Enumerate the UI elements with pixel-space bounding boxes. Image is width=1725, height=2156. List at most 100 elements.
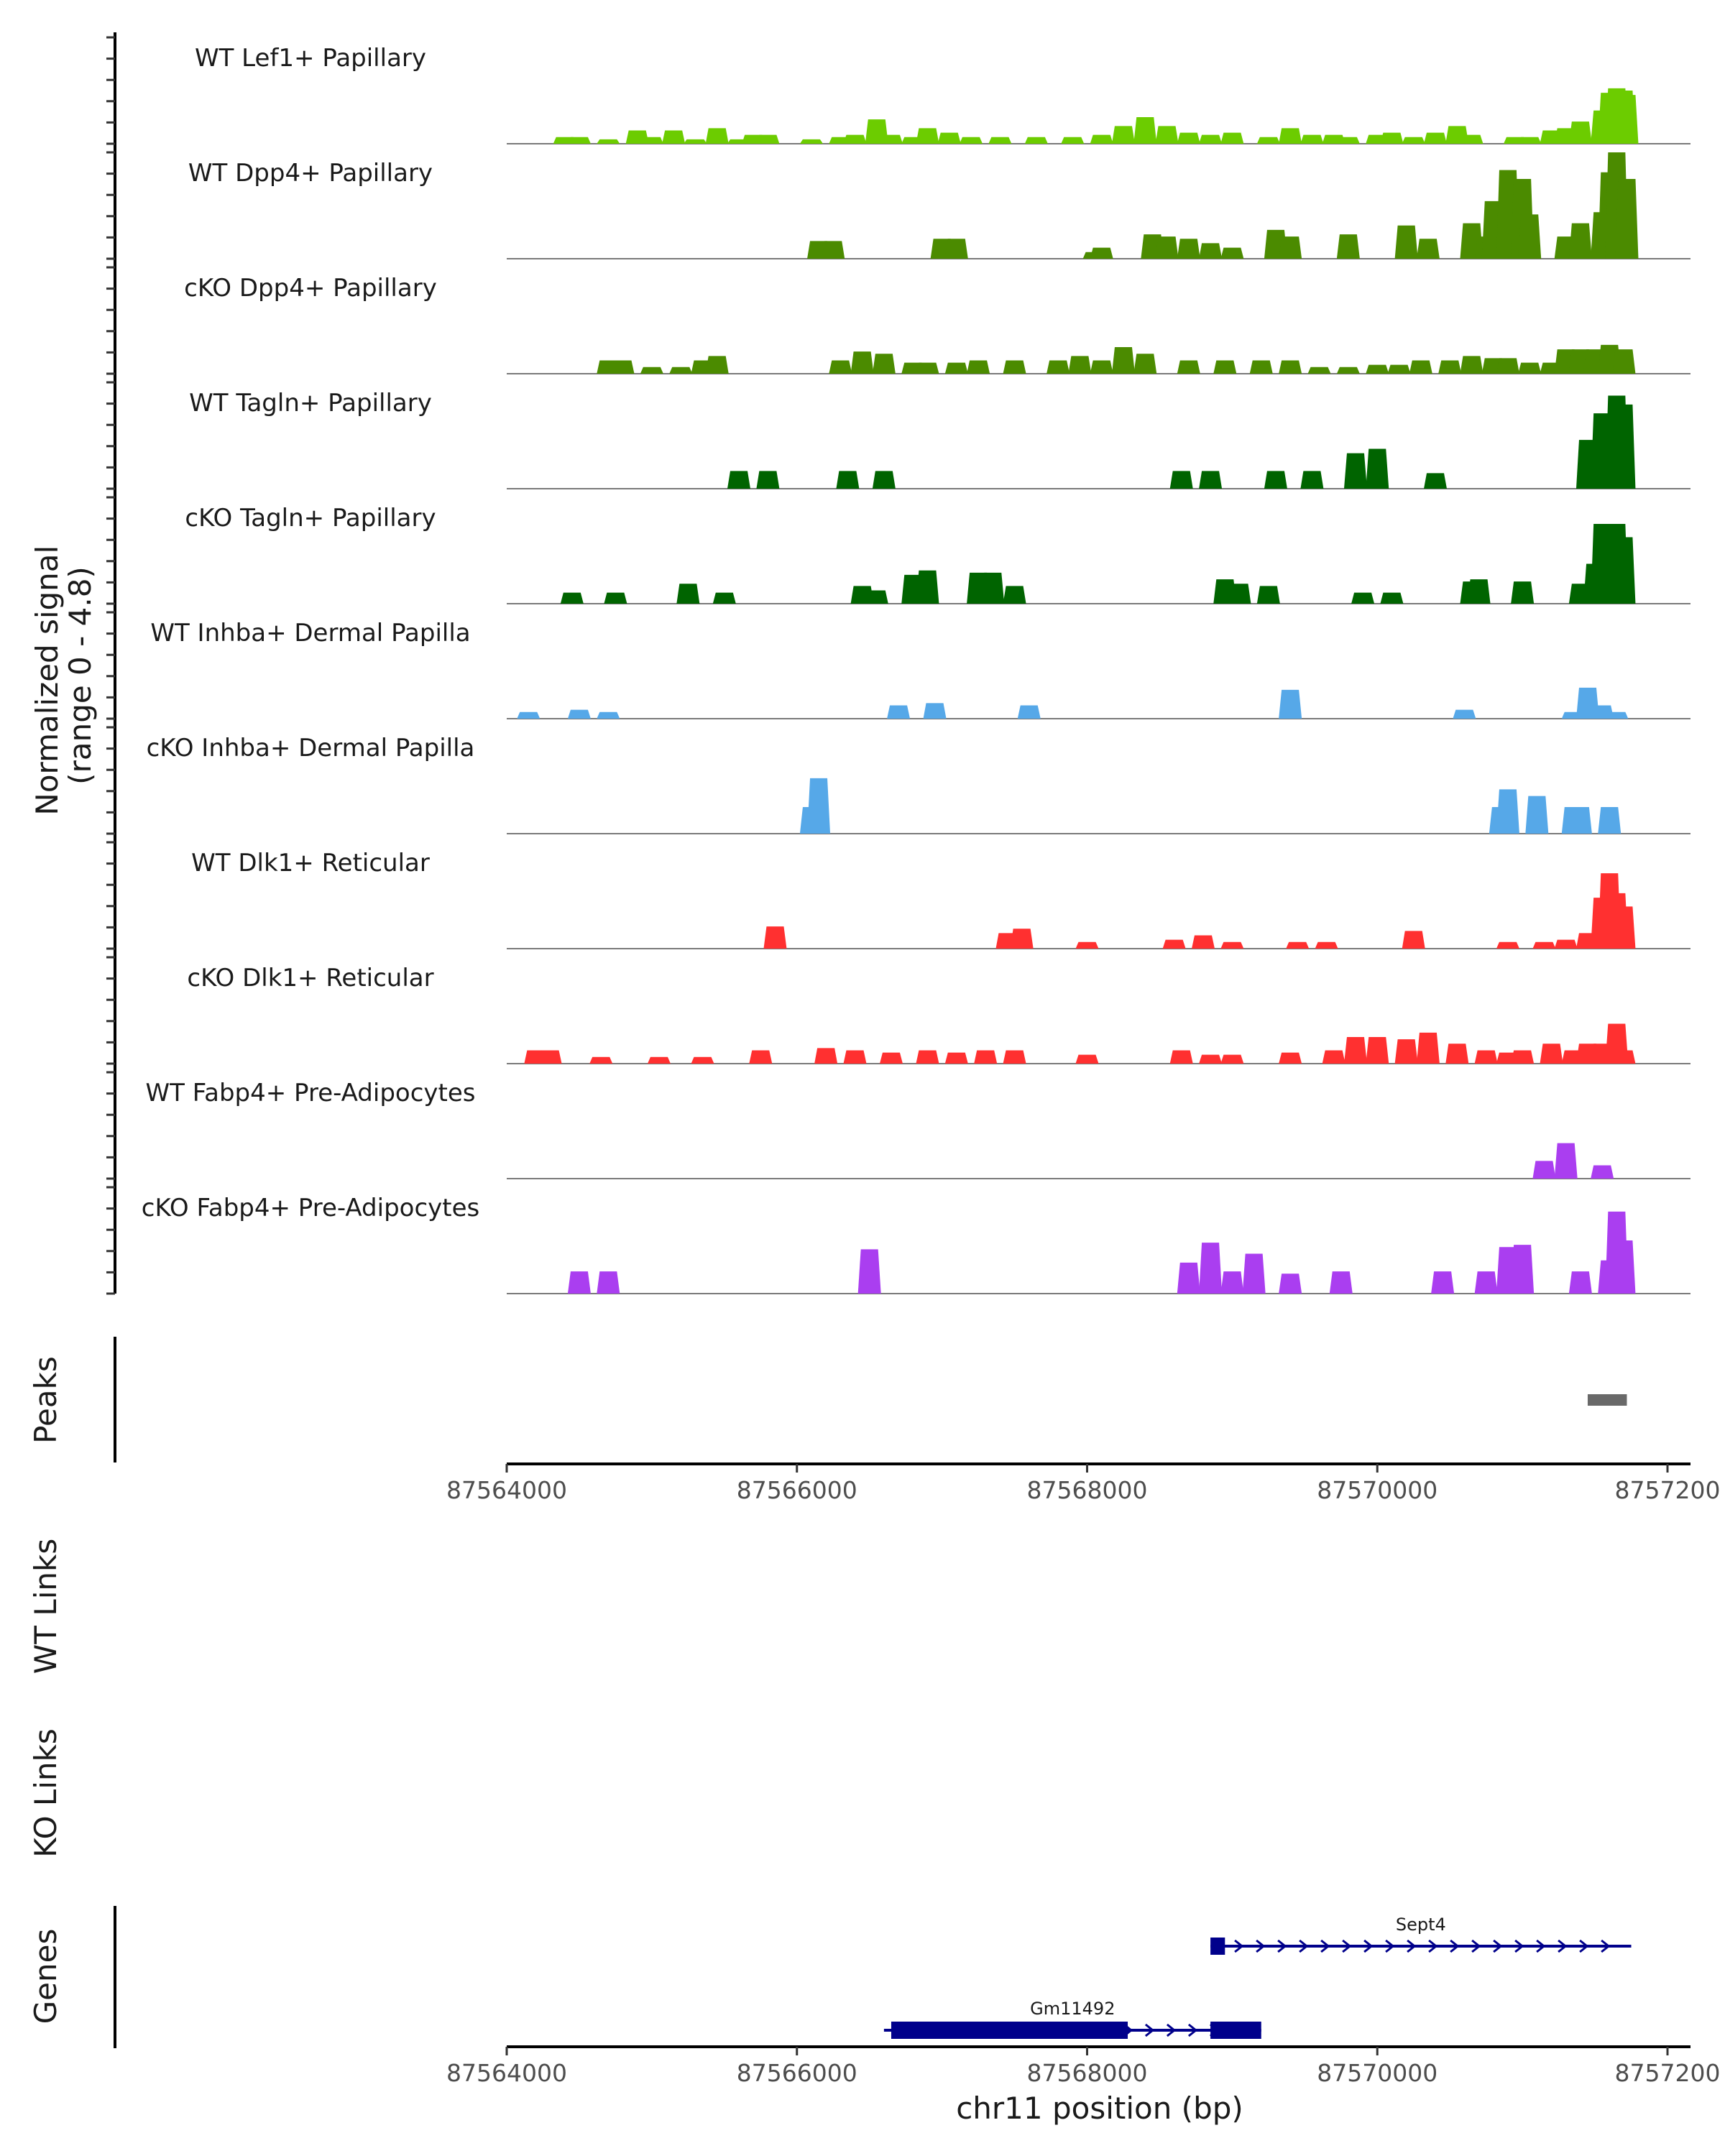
strand-arrow [1558, 1939, 1568, 1953]
track-4: WT Tagln+ Papillary [189, 389, 1690, 489]
strand-arrow [1428, 1939, 1438, 1953]
strand-arrow [1450, 1939, 1460, 1953]
signal-peak [1518, 214, 1542, 259]
signal-peak [1155, 236, 1179, 259]
track-label: WT Inhba+ Dermal Papilla [150, 619, 470, 648]
signal-peak [1061, 137, 1085, 144]
strand-arrow [1299, 1939, 1309, 1953]
links-panel: WT Links KO Links [28, 1539, 63, 1858]
signal-peak [1162, 939, 1186, 949]
signal-peak [960, 137, 983, 144]
track-11: cKO Fabp4+ Pre-Adipocytes [142, 1194, 1690, 1294]
signal-peak [1220, 1054, 1244, 1064]
signal-peak [749, 1050, 773, 1064]
signal-peak [1220, 1271, 1244, 1294]
signal-peak [589, 1056, 613, 1064]
signal-peak [1279, 360, 1302, 374]
signal-peak [981, 572, 1005, 604]
signal-peak [1279, 689, 1302, 719]
signal-peak [916, 1050, 939, 1064]
signal-peak [1336, 137, 1360, 144]
signal-peak [1279, 236, 1302, 259]
track-label: cKO Dlk1+ Reticular [187, 964, 433, 992]
signal-peak [1003, 360, 1026, 374]
signal-peak [1496, 941, 1519, 949]
signal-peak [1213, 360, 1237, 374]
signal-peak [597, 139, 620, 144]
signal-peak [756, 134, 780, 144]
signal-peak [1075, 1054, 1099, 1064]
signal-peak [1568, 223, 1592, 259]
signal-peak [944, 1052, 968, 1064]
signal-peak [1024, 137, 1048, 144]
track-7: cKO Inhba+ Dermal Papilla [147, 734, 1690, 834]
x-tick-label: 87570000 [1317, 1476, 1438, 1504]
signal-peak [1192, 935, 1215, 949]
signal-peak [611, 360, 635, 374]
signal-peak [1242, 1253, 1266, 1294]
signal-peak [1329, 1271, 1353, 1294]
signal-peak [822, 241, 845, 259]
strand-arrow [1493, 1939, 1503, 1953]
signal-peak [1460, 356, 1484, 374]
signal-peak [1336, 234, 1360, 259]
signal-peak [662, 130, 686, 144]
signal-peak [1307, 367, 1331, 374]
signal-peak [974, 1050, 998, 1064]
signal-peak [560, 592, 584, 604]
signal-peak [843, 1050, 867, 1064]
signal-peak [1366, 448, 1389, 489]
signal-peak [1532, 1161, 1556, 1179]
signal-peak [1612, 349, 1636, 374]
signal-peak [1598, 807, 1622, 834]
signal-peak [1111, 126, 1135, 144]
signal-peak [1496, 358, 1519, 374]
signal-peak [937, 132, 961, 144]
signal-peak [887, 705, 911, 719]
signal-peak [1525, 796, 1549, 834]
signal-peak [1075, 941, 1099, 949]
signal-peak [727, 471, 750, 489]
track-8: WT Dlk1+ Reticular [191, 849, 1690, 949]
strand-arrow [1579, 1939, 1589, 1953]
x-tick-label: 87570000 [1317, 2059, 1438, 2087]
signal-peak [1612, 906, 1636, 949]
strand-arrow [1601, 1939, 1611, 1953]
signal-peak [1343, 1037, 1367, 1064]
signal-peak [640, 367, 663, 374]
signal-peak [1568, 121, 1592, 144]
signal-peak [1169, 1050, 1193, 1064]
signal-peak [1256, 137, 1280, 144]
strand-arrow [1234, 1939, 1244, 1953]
signal-peak [1177, 239, 1200, 259]
signal-peak [756, 471, 780, 489]
signal-peak [1453, 709, 1476, 719]
signal-peak [1431, 1271, 1455, 1294]
strand-arrow [1256, 1939, 1266, 1953]
ko-links-label: KO Links [28, 1728, 63, 1858]
track-label: cKO Tagln+ Papillary [185, 504, 436, 533]
signal-peak [1300, 134, 1324, 144]
signal-peak [1220, 247, 1244, 259]
signal-peak [1460, 134, 1484, 144]
signal-peak [1279, 1273, 1302, 1294]
track-1: WT Lef1+ Papillary [195, 44, 1690, 144]
strand-arrow [1342, 1939, 1352, 1953]
strand-arrow [1187, 2023, 1198, 2037]
signal-y-axis [106, 32, 116, 1295]
x-tick-label: 8757200 [1615, 2059, 1721, 2087]
strand-arrow [1277, 1939, 1287, 1953]
signal-peak [1416, 1032, 1440, 1064]
signal-peak [1351, 592, 1375, 604]
signal-peak [1177, 132, 1200, 144]
signal-peak [1474, 1050, 1498, 1064]
gene-sept4: Sept4 [1210, 1915, 1632, 1955]
strand-arrow [1514, 1939, 1524, 1953]
signal-peak [1300, 471, 1324, 489]
track-label: WT Dlk1+ Reticular [191, 849, 430, 877]
signal-peak [1568, 1271, 1592, 1294]
signal-peak [1402, 931, 1425, 949]
signal-peak [1409, 360, 1432, 374]
signal-peak [967, 360, 990, 374]
